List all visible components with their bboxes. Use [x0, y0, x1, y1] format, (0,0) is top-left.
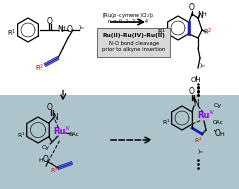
- Text: R$^2$: R$^2$: [50, 165, 58, 175]
- Text: R$^1$: R$^1$: [157, 26, 167, 38]
- Text: Ru: Ru: [54, 128, 66, 136]
- Text: H: H: [39, 157, 43, 163]
- Text: Cy: Cy: [42, 146, 50, 150]
- Text: N-O bond cleavage: N-O bond cleavage: [109, 40, 159, 46]
- Text: prior to alkyne insertion: prior to alkyne insertion: [102, 47, 166, 53]
- Text: R$^2$: R$^2$: [203, 26, 213, 38]
- Text: N: N: [52, 114, 58, 122]
- Text: O: O: [67, 25, 73, 33]
- Text: N: N: [57, 25, 63, 33]
- Text: IV: IV: [210, 111, 214, 115]
- Text: R$^1$: R$^1$: [17, 130, 25, 140]
- Text: O: O: [47, 18, 53, 26]
- Text: H: H: [61, 26, 65, 30]
- Text: IV: IV: [65, 126, 71, 132]
- Text: R$^1$: R$^1$: [7, 27, 17, 39]
- Text: O: O: [189, 4, 195, 12]
- Text: [Ru($p$-cymene)Cl$_2$]$_2$: [Ru($p$-cymene)Cl$_2$]$_2$: [102, 12, 154, 20]
- Bar: [0, 0, 239, 95]
- Text: OH: OH: [191, 77, 201, 83]
- Text: R$^2$: R$^2$: [194, 135, 202, 145]
- Text: $)_n$: $)_n$: [196, 147, 203, 156]
- Text: n = 0, 1, 2, 3, 4: n = 0, 1, 2, 3, 4: [108, 19, 148, 23]
- Text: O: O: [215, 129, 221, 139]
- Text: N: N: [197, 11, 203, 19]
- FancyBboxPatch shape: [98, 28, 170, 57]
- Text: O: O: [47, 104, 53, 112]
- Text: O: O: [189, 88, 195, 97]
- Text: Cy: Cy: [214, 104, 222, 108]
- Text: $)_n$: $)_n$: [199, 61, 206, 70]
- Text: N: N: [193, 99, 199, 108]
- Text: H: H: [220, 132, 224, 136]
- Text: O: O: [43, 156, 49, 164]
- Text: Ru: Ru: [198, 112, 210, 121]
- Bar: [0, 95, 239, 189]
- Text: $)_n$: $)_n$: [77, 23, 85, 33]
- Text: H: H: [202, 12, 206, 16]
- Text: R$^1$: R$^1$: [162, 117, 170, 127]
- Text: OAc: OAc: [69, 132, 79, 136]
- Text: R$^2$: R$^2$: [35, 62, 45, 74]
- Text: Ru(II)-Ru(IV)-Ru(II): Ru(II)-Ru(IV)-Ru(II): [103, 33, 165, 37]
- Text: OAc: OAc: [213, 119, 223, 125]
